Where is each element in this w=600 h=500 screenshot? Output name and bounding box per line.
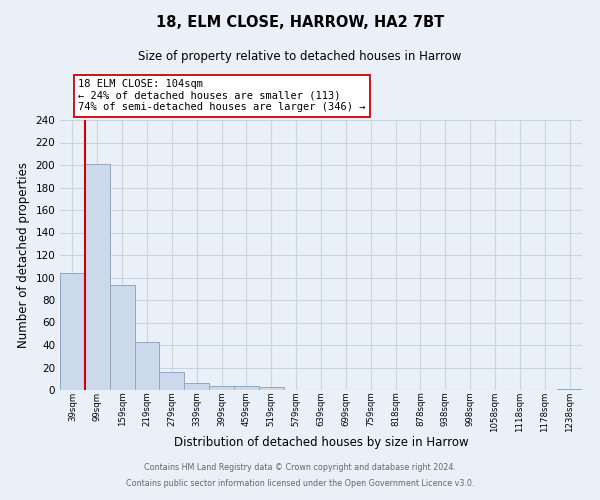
X-axis label: Distribution of detached houses by size in Harrow: Distribution of detached houses by size … [173, 436, 469, 449]
Text: 18, ELM CLOSE, HARROW, HA2 7BT: 18, ELM CLOSE, HARROW, HA2 7BT [156, 15, 444, 30]
Y-axis label: Number of detached properties: Number of detached properties [17, 162, 30, 348]
Text: Contains HM Land Registry data © Crown copyright and database right 2024.: Contains HM Land Registry data © Crown c… [144, 464, 456, 472]
Text: 18 ELM CLOSE: 104sqm
← 24% of detached houses are smaller (113)
74% of semi-deta: 18 ELM CLOSE: 104sqm ← 24% of detached h… [78, 80, 365, 112]
Text: Size of property relative to detached houses in Harrow: Size of property relative to detached ho… [139, 50, 461, 63]
Bar [85, 164, 110, 390]
Bar [557, 389, 582, 390]
Bar [184, 383, 209, 390]
Bar [134, 342, 160, 390]
Bar [110, 286, 134, 390]
Bar [259, 386, 284, 390]
Bar [160, 372, 184, 390]
Bar [209, 386, 234, 390]
Text: Contains public sector information licensed under the Open Government Licence v3: Contains public sector information licen… [126, 478, 474, 488]
Bar [60, 273, 85, 390]
Bar [234, 386, 259, 390]
